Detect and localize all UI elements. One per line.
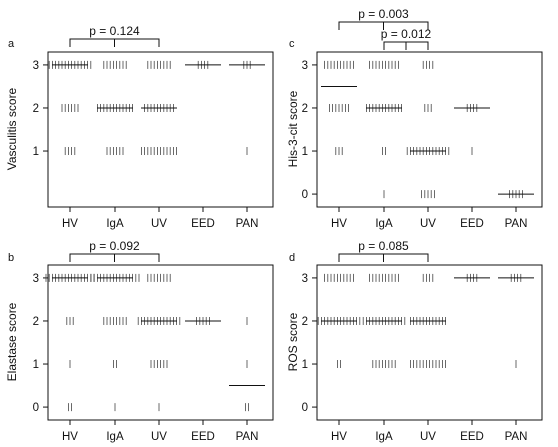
panel-a: a Vasculitis score 1 2 3 HV IgA UV EED PAN p = 0… [5, 24, 274, 230]
x-tick-label: HV [331, 218, 347, 230]
plot-frame [316, 264, 543, 421]
panel-letter: d [289, 252, 295, 264]
p-value-label: p = 0.092 [89, 239, 140, 253]
x-tick-label: IgA [106, 431, 124, 443]
significance-bracket [338, 253, 429, 262]
p-value-label: p = 0.124 [89, 24, 140, 38]
y-tick-label: 2 [33, 316, 39, 328]
x-tick-label: EED [191, 218, 215, 230]
y-tick-label: 2 [33, 103, 39, 115]
y-tick-label: 0 [302, 189, 308, 201]
y-tick-label: 1 [33, 146, 39, 158]
y-tick-label: 1 [302, 146, 308, 158]
x-tick-label: HV [62, 431, 78, 443]
y-tick-label: 3 [33, 60, 39, 72]
x-tick-label: PAN [505, 218, 528, 230]
x-tick-label: UV [420, 218, 436, 230]
x-tick-label: HV [62, 218, 78, 230]
x-tick-label: PAN [236, 218, 259, 230]
plot-frame [47, 264, 274, 421]
plot-frame [316, 51, 543, 208]
y-axis-label: His-3-cit score [286, 90, 300, 167]
p-value-label: p = 0.085 [358, 239, 409, 253]
x-tick-label: UV [151, 218, 167, 230]
x-tick-label: UV [151, 431, 167, 443]
panel-letter: b [8, 252, 14, 264]
y-tick-label: 2 [302, 316, 308, 328]
panel-letter: a [8, 38, 15, 50]
y-tick-label: 3 [302, 273, 308, 285]
y-tick-label: 1 [33, 359, 39, 371]
panel-c: c His-3-cit score 0 1 2 3 HV IgA UV EED PAN p = 0… [286, 7, 543, 230]
y-axis-label: ROS score [286, 312, 300, 371]
x-tick-label: PAN [236, 431, 259, 443]
y-tick-label: 0 [302, 402, 308, 414]
p-value-label: p = 0.003 [358, 7, 409, 21]
y-tick-label: 3 [33, 273, 39, 285]
x-tick-label: IgA [375, 431, 393, 443]
x-tick-label: IgA [375, 218, 393, 230]
y-axis-label: Elastase score [5, 302, 19, 381]
x-tick-label: EED [191, 431, 215, 443]
panel-b: b Elastase score 0 1 2 3 HV IgA UV EED PAN p = 0.… [5, 239, 274, 443]
x-tick-label: EED [460, 218, 484, 230]
panel-d: d ROS score 0 1 2 3 HV IgA UV EED PAN p = 0.085 [286, 239, 543, 443]
x-tick-label: HV [331, 431, 347, 443]
x-tick-label: EED [460, 431, 484, 443]
y-tick-label: 1 [302, 359, 308, 371]
y-axis-label: Vasculitis score [5, 87, 19, 170]
significance-bracket [69, 38, 160, 47]
significance-bracket [69, 253, 160, 262]
y-tick-label: 3 [302, 60, 308, 72]
plot-frame [47, 51, 274, 208]
p-value-label: p = 0.012 [381, 27, 432, 41]
y-tick-label: 0 [33, 402, 39, 414]
significance-bracket [383, 41, 429, 50]
x-tick-label: PAN [505, 431, 528, 443]
panel-letter: c [289, 38, 295, 50]
x-tick-label: IgA [106, 218, 124, 230]
x-tick-label: UV [420, 431, 436, 443]
y-tick-label: 2 [302, 103, 308, 115]
significance-bracket [338, 21, 429, 30]
